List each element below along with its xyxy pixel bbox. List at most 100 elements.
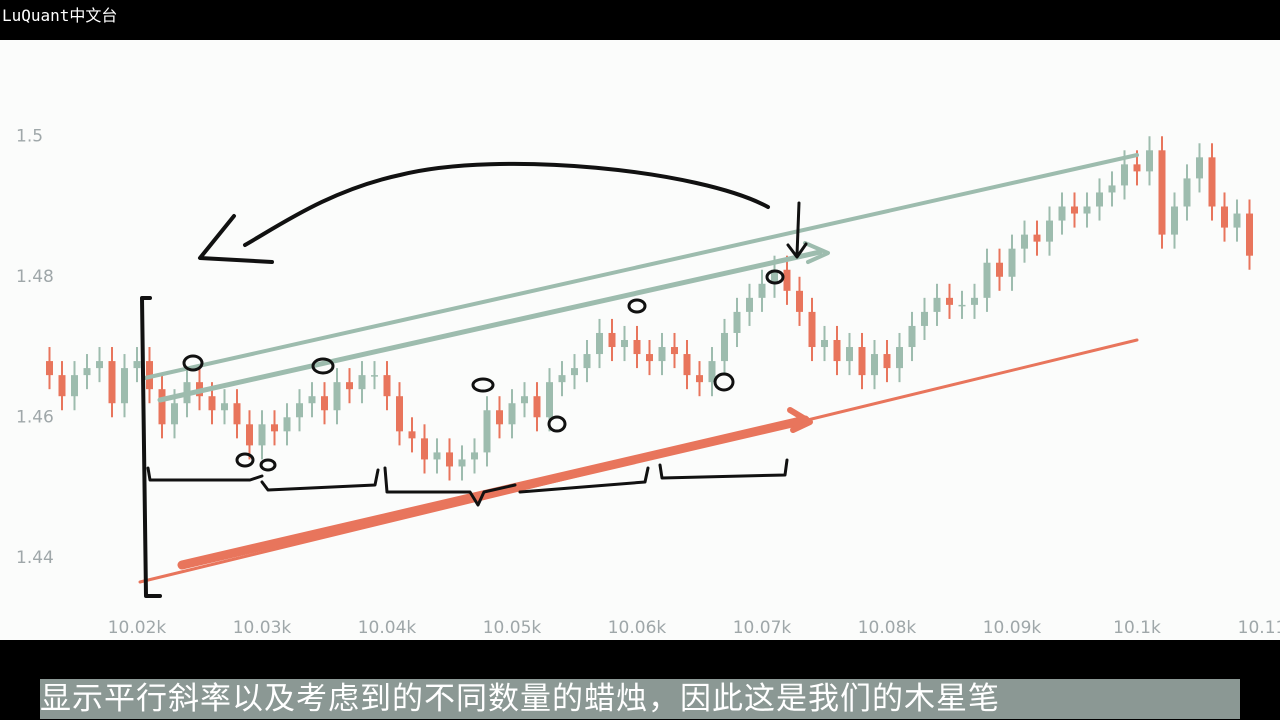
candle-body: [171, 403, 178, 425]
candle-body: [346, 382, 353, 390]
candle-body: [371, 375, 378, 377]
y-tick-label: 1.44: [16, 548, 54, 568]
candle-body: [858, 347, 866, 376]
candle-body: [833, 340, 841, 362]
candle-body: [1246, 213, 1253, 256]
candle-body: [696, 375, 703, 383]
candle-body: [1071, 206, 1078, 214]
candle-body: [1108, 185, 1116, 193]
candle-body: [958, 304, 966, 307]
x-tick-label: 10.07k: [733, 618, 792, 638]
candle-body: [1083, 206, 1091, 214]
candle-body: [633, 340, 641, 355]
candle-body: [933, 297, 941, 312]
candle-body: [221, 403, 228, 411]
candle-body: [908, 325, 916, 348]
x-tick-label: 10.1k: [1113, 618, 1161, 638]
x-tick-label: 10.06k: [608, 618, 667, 638]
candle-body: [96, 361, 103, 369]
candle-body: [983, 262, 991, 298]
candle-body: [1158, 150, 1166, 235]
candle-body: [1183, 178, 1191, 207]
candle-body: [746, 297, 753, 312]
candle-body: [721, 332, 728, 362]
candle-body: [1008, 248, 1016, 277]
candle-body: [758, 283, 766, 298]
candle-body: [1121, 164, 1128, 186]
candle-body: [533, 396, 541, 418]
y-tick-label: 1.48: [16, 267, 54, 287]
candle-body: [71, 375, 78, 397]
candle-body: [233, 403, 241, 425]
candle-body: [58, 375, 66, 397]
candle-body: [133, 361, 141, 369]
candle-body: [971, 297, 978, 305]
y-tick-label: 1.5: [16, 126, 43, 146]
candle-body: [308, 396, 316, 404]
candle-body: [321, 396, 328, 411]
candle-body: [296, 403, 303, 418]
x-tick-label: 10.04k: [358, 618, 417, 638]
candle-body: [396, 396, 403, 432]
candle-body: [158, 389, 166, 425]
candle-body: [433, 452, 441, 460]
candle-body: [921, 311, 928, 326]
candle-body: [283, 417, 291, 432]
candle-body: [258, 424, 266, 446]
candle-body: [196, 382, 203, 397]
candle-body: [146, 361, 153, 390]
x-tick-label: 10.09k: [983, 618, 1042, 638]
candle-body: [46, 361, 53, 376]
candle-body: [521, 396, 528, 404]
candle-body: [383, 375, 391, 397]
candle-body: [183, 382, 191, 404]
candle-body: [246, 424, 253, 446]
candle-body: [571, 368, 578, 376]
candle-body: [1146, 150, 1153, 172]
candle-body: [508, 403, 516, 425]
candle-body: [1096, 192, 1103, 207]
candle-body: [471, 452, 478, 460]
candle-body: [883, 354, 891, 369]
candle-body: [1196, 157, 1203, 179]
candle-body: [596, 332, 603, 355]
candle-body: [208, 396, 216, 411]
candle-body: [446, 452, 453, 467]
candle-body: [896, 347, 903, 369]
candle-body: [733, 311, 741, 333]
candle-body: [483, 410, 491, 453]
candle-body: [871, 354, 878, 376]
candle-body: [1133, 164, 1141, 172]
candle-body: [683, 354, 691, 376]
candle-body: [1033, 234, 1041, 242]
candle-body: [821, 340, 828, 348]
candle-body: [808, 311, 816, 348]
candle-body: [621, 340, 628, 348]
y-tick-label: 1.46: [16, 407, 54, 427]
x-tick-label: 10.11: [1238, 618, 1280, 638]
candle-body: [1021, 234, 1028, 249]
candle-body: [671, 347, 678, 355]
candle-body: [121, 368, 128, 404]
candle-body: [1208, 157, 1216, 207]
candle-body: [496, 410, 503, 425]
brand: LuQuant中文台: [2, 6, 118, 25]
candle-body: [646, 354, 653, 362]
x-tick-label: 10.02k: [108, 618, 167, 638]
candle-body: [408, 431, 416, 439]
x-tick-label: 10.03k: [233, 618, 292, 638]
candle-body: [946, 297, 953, 305]
subtitle-caption: 显示平行斜率以及考虑到的不同数量的蜡烛，因此这是我们的木星笔: [40, 679, 1240, 719]
candle-body: [1171, 206, 1178, 235]
candle-body: [658, 347, 666, 362]
candle-body: [1221, 206, 1228, 228]
candle-body: [271, 424, 278, 432]
candle-body: [583, 354, 591, 369]
candle-body: [996, 262, 1003, 277]
candle-body: [333, 382, 341, 411]
candle-body: [108, 361, 116, 404]
candle-body: [796, 290, 803, 312]
candle-body: [421, 438, 428, 460]
